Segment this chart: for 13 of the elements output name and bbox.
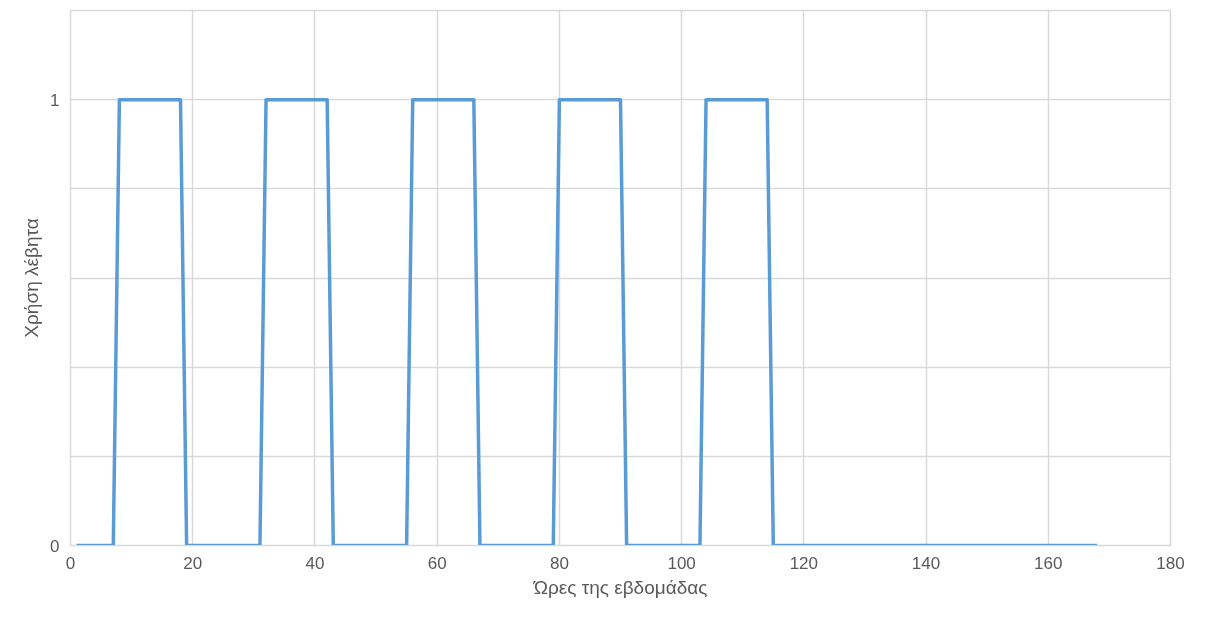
x-tick-label: 80	[549, 553, 569, 573]
x-tick-label: 60	[427, 553, 447, 573]
x-tick-label: 140	[911, 553, 941, 573]
x-tick-label: 180	[1156, 553, 1185, 573]
x-tick-label: 0	[65, 553, 76, 573]
x-axis-title: Ώρες της εβδομάδας	[532, 576, 708, 598]
y-axis-title: Χρήση λέβητα	[21, 218, 43, 338]
x-tick-label: 100	[667, 553, 696, 573]
x-tick-label: 20	[183, 553, 203, 573]
x-tick-label: 120	[789, 553, 819, 573]
y-tick-label: 1	[50, 90, 60, 110]
x-tick-label: 160	[1034, 553, 1063, 573]
x-tick-label: 40	[305, 553, 325, 573]
